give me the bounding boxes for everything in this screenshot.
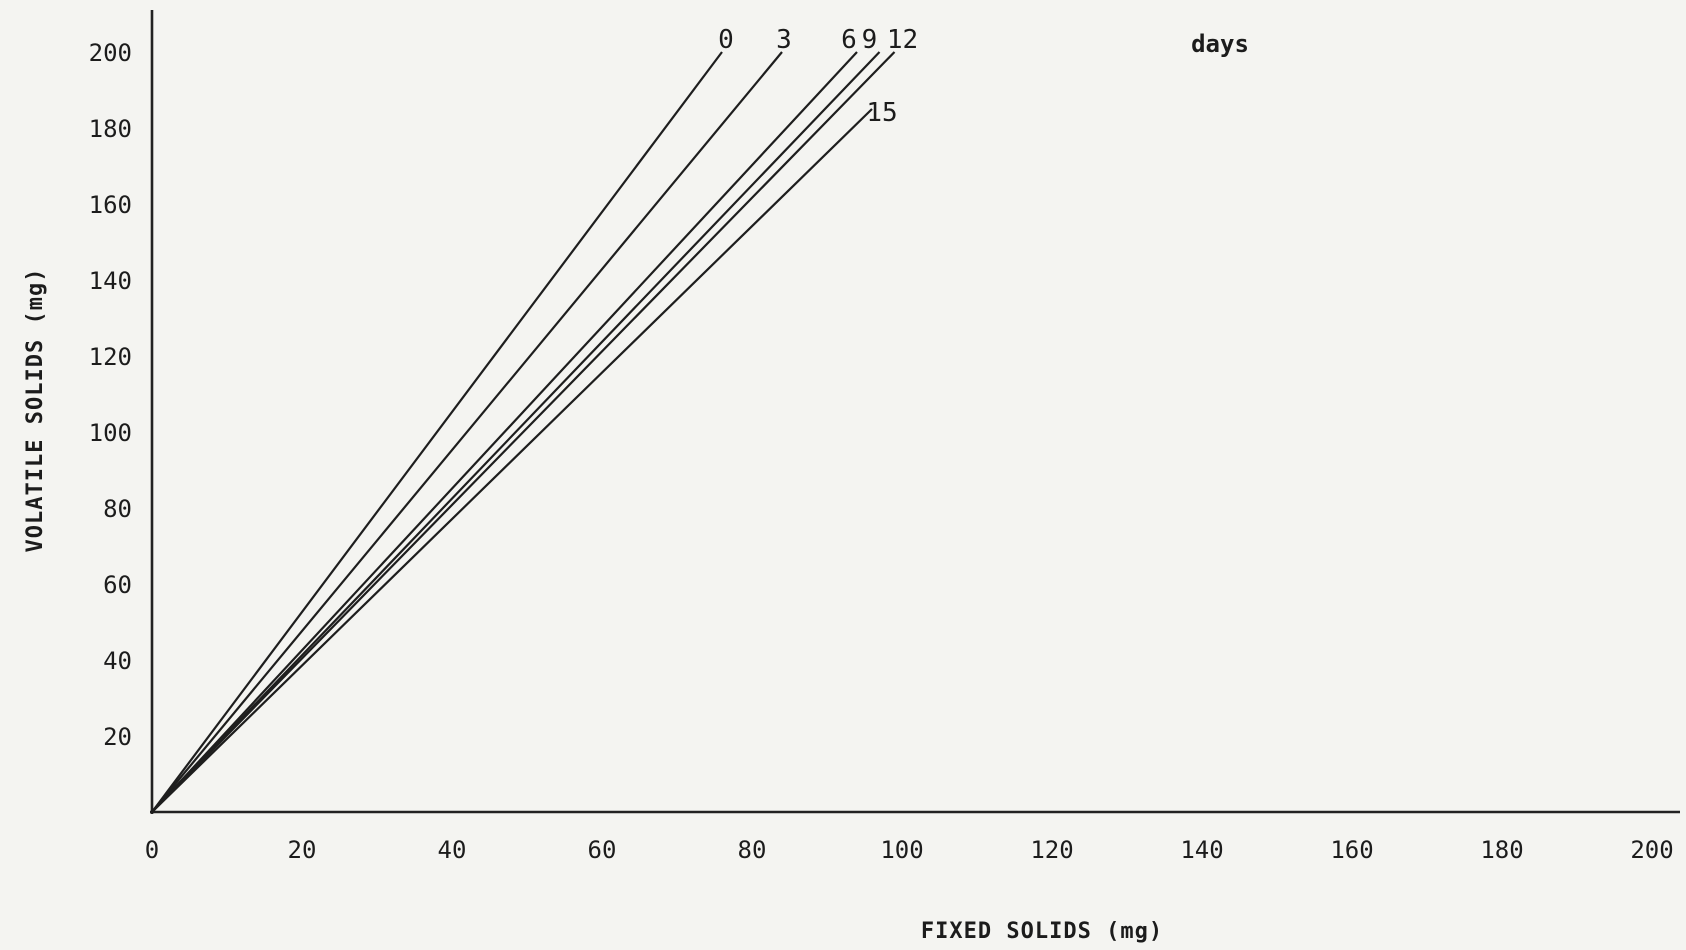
series-label-15: 15 xyxy=(866,98,897,128)
y-tick-label: 20 xyxy=(103,723,132,751)
y-axis-title: VOLATILE SOLIDS (mg) xyxy=(23,268,48,553)
series-label-3: 3 xyxy=(776,25,792,55)
x-tick-labels: 0 20 40 60 80 100 120 140 160 180 200 xyxy=(145,836,1674,864)
y-tick-label: 60 xyxy=(103,571,132,599)
y-tick-label: 180 xyxy=(89,115,132,143)
y-tick-label: 40 xyxy=(103,647,132,675)
x-tick-label: 20 xyxy=(288,836,317,864)
series-line-0 xyxy=(151,51,723,813)
series-line-15 xyxy=(151,108,873,813)
x-tick-label: 180 xyxy=(1480,836,1523,864)
x-tick-label: 40 xyxy=(438,836,467,864)
series-line-6 xyxy=(151,51,858,813)
axes xyxy=(150,10,1680,814)
series-label-9: 9 xyxy=(862,25,878,55)
x-tick-label: 0 xyxy=(145,836,159,864)
x-tick-label: 120 xyxy=(1030,836,1073,864)
days-unit-label: days xyxy=(1191,30,1249,58)
x-tick-label: 160 xyxy=(1330,836,1373,864)
y-tick-label: 80 xyxy=(103,495,132,523)
y-tick-label: 100 xyxy=(89,419,132,447)
series-label-6: 6 xyxy=(841,25,857,55)
x-tick-label: 60 xyxy=(588,836,617,864)
x-axis-title: FIXED SOLIDS (mg) xyxy=(921,919,1163,944)
y-tick-label: 160 xyxy=(89,191,132,219)
series-line-3 xyxy=(151,51,783,813)
series-lines xyxy=(151,51,896,813)
x-tick-label: 100 xyxy=(880,836,923,864)
y-tick-label: 200 xyxy=(89,39,132,67)
series-labels: 0 3 6 9 12 15 xyxy=(718,25,918,128)
y-tick-label: 120 xyxy=(89,343,132,371)
x-tick-label: 140 xyxy=(1180,836,1223,864)
series-line-12 xyxy=(151,51,896,813)
y-tick-label: 140 xyxy=(89,267,132,295)
series-line-9 xyxy=(151,51,881,813)
x-tick-label: 80 xyxy=(738,836,767,864)
y-tick-labels: 20 40 60 80 100 120 140 160 180 200 xyxy=(89,39,132,751)
series-label-0: 0 xyxy=(718,25,734,55)
series-label-12: 12 xyxy=(887,25,918,55)
x-tick-label: 200 xyxy=(1630,836,1673,864)
